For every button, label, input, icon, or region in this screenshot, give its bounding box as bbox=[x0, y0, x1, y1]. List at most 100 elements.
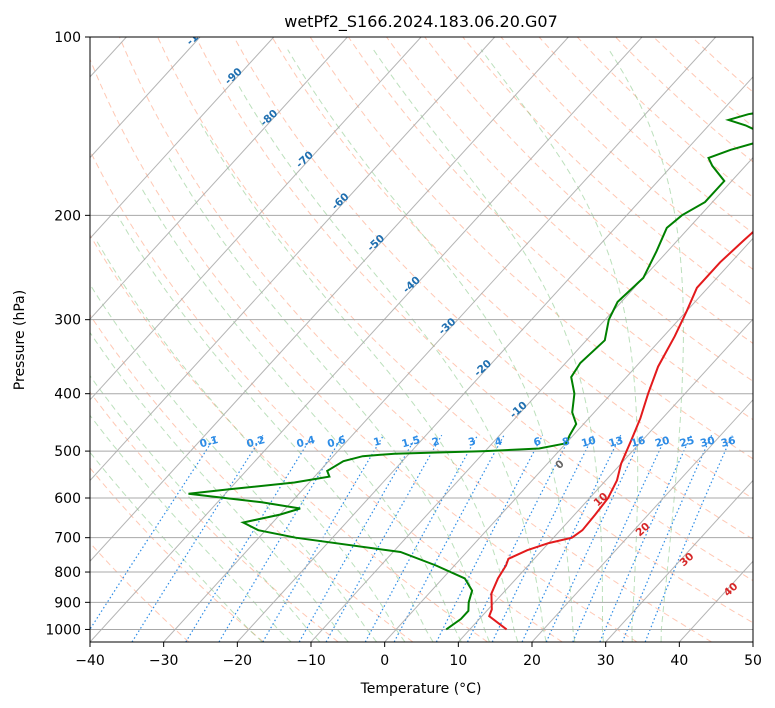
chart-title: wetPf2_S166.2024.183.06.20.G07 bbox=[284, 12, 558, 32]
dry-adiabat bbox=[538, 37, 753, 234]
mixing-ratio-line bbox=[90, 434, 217, 631]
mixing-ratio-label: 36 bbox=[720, 435, 737, 450]
mixing-ratio-line bbox=[364, 434, 479, 642]
isotherm-label: -10 bbox=[508, 399, 530, 421]
moist-adiabat bbox=[117, 215, 434, 642]
isotherm-line bbox=[90, 37, 569, 563]
moist-adiabat bbox=[95, 239, 406, 642]
isotherm-label: 0 bbox=[553, 458, 566, 472]
mixing-ratio-line bbox=[435, 434, 544, 642]
annotation-layer: -100-90-80-70-60-50-40-30-20-10010203040… bbox=[184, 21, 741, 599]
mixing-ratio-label: 20 bbox=[654, 435, 671, 450]
isotherm-line bbox=[605, 479, 753, 642]
isotherm-line bbox=[163, 37, 717, 642]
mixing-ratio-label: 0.2 bbox=[245, 434, 266, 450]
axis-ticks: −40 −30 −20 −10 0 10 20 30 40 5010020030040050060… bbox=[45, 30, 762, 669]
dry-adiabat bbox=[118, 37, 712, 642]
isotherm-label: 40 bbox=[722, 580, 741, 599]
mixing-ratio-label: 30 bbox=[699, 435, 716, 450]
plot-frame bbox=[89, 36, 754, 643]
moist-adiabat bbox=[141, 187, 462, 642]
mixing-ratio-label: 10 bbox=[580, 435, 597, 450]
mixing-ratio-line bbox=[621, 434, 713, 642]
isotherm-label: -20 bbox=[472, 358, 494, 380]
mixing-ratio-line bbox=[298, 434, 418, 642]
mixing-ratio-label: 2 bbox=[431, 435, 441, 448]
mixing-ratio-label: 3 bbox=[467, 435, 477, 448]
mixing-ratio-label: 0.4 bbox=[295, 434, 316, 450]
dry-adiabat bbox=[195, 37, 753, 582]
isotherm-line bbox=[236, 76, 753, 642]
dry-adiabat bbox=[90, 149, 563, 642]
x-tick-label: −40 bbox=[75, 653, 105, 669]
dewpoint-profile bbox=[188, 112, 753, 631]
x-tick-label: 30 bbox=[597, 653, 615, 669]
moist-adiabat bbox=[90, 374, 321, 642]
mixing-ratio-label: 6 bbox=[532, 435, 542, 448]
mixing-ratio-line bbox=[599, 434, 692, 642]
mixing-ratio-line bbox=[218, 434, 344, 642]
isotherm-line bbox=[90, 37, 348, 320]
dry-adiabat bbox=[90, 234, 488, 642]
isotherm-line bbox=[90, 37, 643, 642]
isotherm-line bbox=[90, 37, 275, 240]
background-lines bbox=[90, 37, 753, 642]
moist-adiabat bbox=[480, 49, 639, 642]
isotherm-label: -90 bbox=[223, 66, 245, 88]
isotherm-label: -60 bbox=[329, 191, 351, 213]
moist-adiabat bbox=[372, 49, 604, 642]
dry-adiabat bbox=[386, 37, 753, 382]
x-tick-label: −30 bbox=[149, 653, 179, 669]
dry-adiabat bbox=[462, 37, 753, 307]
x-tick-label: −20 bbox=[223, 653, 253, 669]
dry-adiabat bbox=[347, 37, 753, 421]
y-tick-label: 100 bbox=[54, 30, 81, 46]
isotherm-label: 30 bbox=[678, 550, 697, 569]
dry-adiabat bbox=[309, 37, 753, 460]
mixing-ratio-line bbox=[131, 434, 264, 642]
isotherm-label: -100 bbox=[184, 21, 212, 48]
isotherm-line bbox=[310, 156, 753, 642]
moist-adiabat bbox=[168, 157, 490, 642]
mixing-ratio-line bbox=[185, 434, 314, 642]
mixing-ratio-line bbox=[262, 434, 385, 642]
x-tick-label: 40 bbox=[670, 653, 688, 669]
dry-adiabat bbox=[90, 467, 264, 642]
y-tick-label: 900 bbox=[54, 595, 81, 611]
dry-adiabat bbox=[90, 58, 638, 642]
dry-adiabat bbox=[90, 542, 190, 642]
moist-adiabat bbox=[200, 123, 519, 642]
isotherm-label: -30 bbox=[436, 316, 458, 338]
y-tick-label: 500 bbox=[54, 444, 81, 460]
moist-adiabat bbox=[90, 451, 263, 642]
dry-adiabat bbox=[424, 37, 753, 344]
isotherm-line bbox=[90, 37, 201, 159]
temperature-profile bbox=[487, 230, 753, 631]
x-tick-label: 0 bbox=[380, 653, 389, 669]
mixing-ratio-label: 0.6 bbox=[326, 434, 347, 450]
x-tick-label: −10 bbox=[296, 653, 326, 669]
mixing-ratio-label: 1 bbox=[372, 435, 382, 448]
mixing-ratio-label: 8 bbox=[561, 435, 571, 448]
dry-adiabat bbox=[691, 37, 753, 93]
isotherm-label: -40 bbox=[401, 274, 423, 296]
dry-adiabat bbox=[90, 391, 339, 642]
isotherm-line bbox=[90, 37, 422, 401]
mixing-ratio-line bbox=[644, 434, 733, 642]
y-axis-label: Pressure (hPa) bbox=[12, 290, 28, 390]
isotherm-line bbox=[384, 237, 753, 642]
moist-adiabat bbox=[90, 331, 349, 642]
mixing-ratio-label: 4 bbox=[493, 435, 503, 448]
moist-adiabat bbox=[90, 414, 292, 642]
moist-adiabat bbox=[90, 283, 378, 642]
isotherm-label: -50 bbox=[365, 232, 387, 254]
mixing-ratio-label: 1.5 bbox=[400, 434, 421, 450]
x-axis-label: Temperature (°C) bbox=[360, 681, 482, 697]
y-tick-label: 600 bbox=[54, 491, 81, 507]
y-tick-label: 1000 bbox=[45, 622, 81, 638]
dry-adiabat bbox=[271, 37, 753, 500]
moist-adiabat bbox=[287, 49, 576, 642]
dry-adiabat bbox=[157, 37, 753, 624]
mixing-ratio-label: 16 bbox=[630, 435, 647, 450]
